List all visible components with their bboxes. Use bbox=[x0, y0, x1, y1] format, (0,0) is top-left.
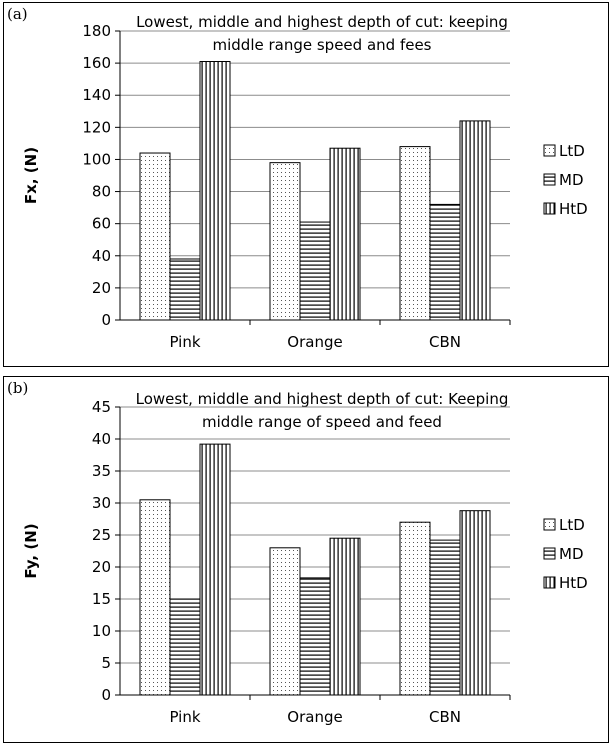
chart-title-line: middle range speed and fees bbox=[213, 36, 432, 54]
legend-swatch bbox=[543, 173, 556, 186]
bar-md-cbn bbox=[429, 539, 461, 696]
x-tick-label: Orange bbox=[287, 708, 342, 726]
legend-swatch bbox=[543, 518, 556, 531]
y-tick-label: 10 bbox=[92, 622, 111, 640]
chart-title-line: Lowest, middle and highest depth of cut:… bbox=[136, 390, 509, 408]
y-tick-label: 25 bbox=[92, 526, 111, 544]
y-tick-label: 40 bbox=[92, 430, 111, 448]
bar-ltd-orange bbox=[269, 547, 301, 696]
fy-bar-chart: Lowest, middle and highest depth of cut:… bbox=[22, 390, 588, 726]
y-tick-label: 60 bbox=[92, 215, 111, 233]
legend-swatch bbox=[543, 547, 556, 560]
y-tick-label: 15 bbox=[92, 590, 111, 608]
legend-swatch bbox=[543, 144, 556, 157]
bar-htd-pink bbox=[199, 61, 231, 321]
y-tick-label: 35 bbox=[92, 462, 111, 480]
bar-htd-orange bbox=[329, 147, 361, 321]
y-tick-label: 20 bbox=[92, 558, 111, 576]
legend-label: HtD bbox=[559, 200, 588, 218]
bar-md-pink bbox=[169, 258, 201, 321]
bar-ltd-cbn bbox=[399, 521, 431, 696]
y-tick-label: 180 bbox=[82, 22, 111, 40]
y-axis-label: Fx, (N) bbox=[22, 147, 40, 204]
legend-label: LtD bbox=[559, 142, 585, 160]
chart-panel-b: (b) Lowest, middle and highest depth of … bbox=[3, 376, 609, 743]
y-tick-label: 5 bbox=[101, 654, 111, 672]
y-tick-label: 0 bbox=[101, 686, 111, 704]
chart-panel-a: (a) Lowest, middle and highest depth of … bbox=[3, 2, 609, 367]
x-tick-label: Pink bbox=[169, 708, 200, 726]
y-axis-label: Fy, (N) bbox=[22, 523, 40, 578]
bar-htd-cbn bbox=[459, 120, 491, 321]
bar-ltd-pink bbox=[139, 152, 171, 321]
legend-label: MD bbox=[559, 171, 584, 189]
y-tick-label: 160 bbox=[82, 54, 111, 72]
y-tick-label: 0 bbox=[101, 311, 111, 329]
chart-title-line: Lowest, middle and highest depth of cut:… bbox=[136, 13, 508, 31]
x-tick-label: CBN bbox=[429, 333, 461, 351]
legend-label: MD bbox=[559, 545, 584, 563]
legend-label: HtD bbox=[559, 574, 588, 592]
y-tick-label: 120 bbox=[82, 118, 111, 136]
panel-label: (b) bbox=[7, 379, 29, 397]
chart-title-line: middle range of speed and feed bbox=[202, 413, 442, 431]
y-tick-label: 100 bbox=[82, 150, 111, 168]
y-tick-label: 80 bbox=[92, 183, 111, 201]
bar-htd-cbn bbox=[459, 510, 491, 696]
legend-label: LtD bbox=[559, 516, 585, 534]
panel-label: (a) bbox=[7, 5, 28, 23]
legend-swatch bbox=[543, 202, 556, 215]
bar-ltd-orange bbox=[269, 162, 301, 321]
legend-swatch bbox=[543, 576, 556, 589]
bar-ltd-cbn bbox=[399, 146, 431, 321]
bar-htd-pink bbox=[199, 443, 231, 696]
y-tick-label: 45 bbox=[92, 398, 111, 416]
x-tick-label: Orange bbox=[287, 333, 342, 351]
y-tick-label: 40 bbox=[92, 247, 111, 265]
y-tick-label: 140 bbox=[82, 86, 111, 104]
fx-bar-chart: Lowest, middle and highest depth of cut:… bbox=[22, 13, 588, 351]
bar-md-pink bbox=[169, 598, 201, 696]
x-tick-label: Pink bbox=[169, 333, 200, 351]
bar-md-orange bbox=[299, 577, 331, 696]
y-tick-label: 20 bbox=[92, 279, 111, 297]
x-tick-label: CBN bbox=[429, 708, 461, 726]
bar-md-cbn bbox=[429, 203, 461, 321]
bar-md-orange bbox=[299, 221, 331, 321]
bar-htd-orange bbox=[329, 537, 361, 696]
y-tick-label: 30 bbox=[92, 494, 111, 512]
bar-ltd-pink bbox=[139, 499, 171, 696]
